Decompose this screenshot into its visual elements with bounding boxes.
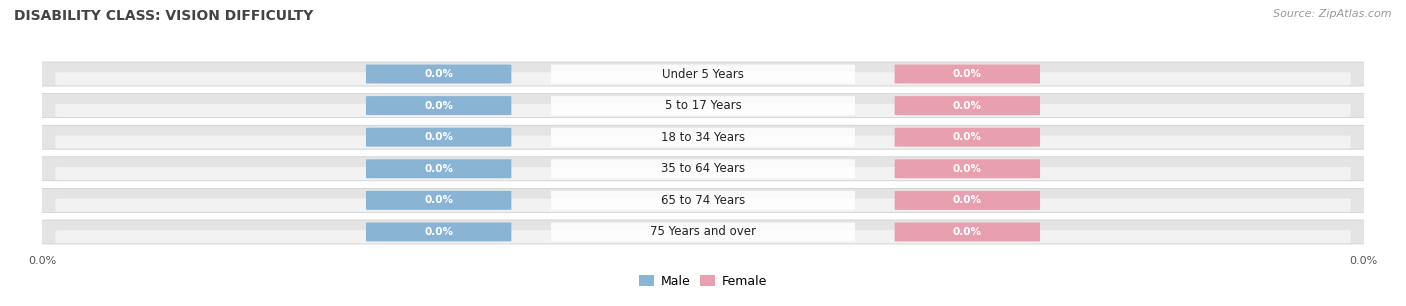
FancyBboxPatch shape [30, 188, 1376, 212]
Legend: Male, Female: Male, Female [640, 275, 766, 288]
FancyBboxPatch shape [30, 94, 1376, 118]
FancyBboxPatch shape [55, 167, 1351, 180]
FancyBboxPatch shape [551, 159, 855, 178]
FancyBboxPatch shape [894, 65, 1040, 84]
FancyBboxPatch shape [551, 222, 855, 241]
FancyBboxPatch shape [551, 128, 855, 147]
Text: 35 to 64 Years: 35 to 64 Years [661, 162, 745, 175]
FancyBboxPatch shape [55, 104, 1351, 117]
Text: 0.0%: 0.0% [425, 195, 453, 205]
FancyBboxPatch shape [30, 62, 1376, 86]
FancyBboxPatch shape [55, 230, 1351, 243]
Text: Source: ZipAtlas.com: Source: ZipAtlas.com [1274, 9, 1392, 19]
Text: 0.0%: 0.0% [425, 101, 453, 111]
Text: 65 to 74 Years: 65 to 74 Years [661, 194, 745, 207]
FancyBboxPatch shape [894, 128, 1040, 147]
FancyBboxPatch shape [366, 65, 512, 84]
FancyBboxPatch shape [366, 191, 512, 210]
FancyBboxPatch shape [366, 159, 512, 178]
FancyBboxPatch shape [30, 220, 1376, 244]
Text: 0.0%: 0.0% [425, 164, 453, 174]
Text: 0.0%: 0.0% [953, 164, 981, 174]
FancyBboxPatch shape [894, 222, 1040, 241]
Text: 0.0%: 0.0% [425, 69, 453, 79]
Text: 0.0%: 0.0% [425, 227, 453, 237]
Text: 0.0%: 0.0% [425, 132, 453, 142]
FancyBboxPatch shape [894, 159, 1040, 178]
FancyBboxPatch shape [551, 191, 855, 210]
FancyBboxPatch shape [366, 96, 512, 115]
FancyBboxPatch shape [894, 191, 1040, 210]
FancyBboxPatch shape [55, 199, 1351, 212]
Text: DISABILITY CLASS: VISION DIFFICULTY: DISABILITY CLASS: VISION DIFFICULTY [14, 9, 314, 23]
Text: Under 5 Years: Under 5 Years [662, 68, 744, 80]
FancyBboxPatch shape [551, 96, 855, 115]
FancyBboxPatch shape [366, 128, 512, 147]
FancyBboxPatch shape [55, 136, 1351, 149]
Text: 0.0%: 0.0% [953, 69, 981, 79]
Text: 18 to 34 Years: 18 to 34 Years [661, 131, 745, 144]
FancyBboxPatch shape [894, 96, 1040, 115]
FancyBboxPatch shape [30, 157, 1376, 181]
FancyBboxPatch shape [55, 72, 1351, 85]
FancyBboxPatch shape [30, 125, 1376, 149]
Text: 0.0%: 0.0% [953, 195, 981, 205]
Text: 5 to 17 Years: 5 to 17 Years [665, 99, 741, 112]
FancyBboxPatch shape [366, 222, 512, 241]
Text: 75 Years and over: 75 Years and over [650, 226, 756, 238]
Text: 0.0%: 0.0% [953, 132, 981, 142]
Text: 0.0%: 0.0% [953, 227, 981, 237]
FancyBboxPatch shape [551, 65, 855, 84]
Text: 0.0%: 0.0% [953, 101, 981, 111]
